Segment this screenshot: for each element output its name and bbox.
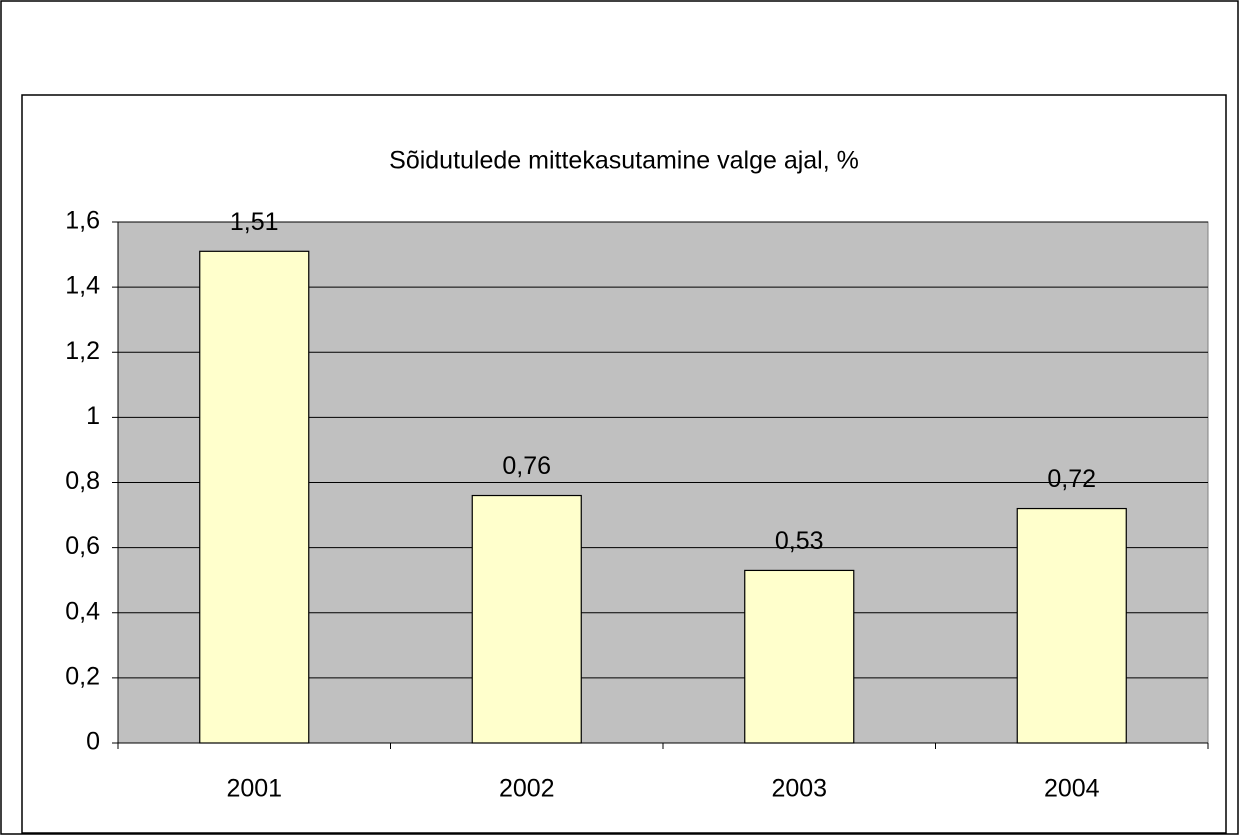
- y-tick-label: 0,6: [65, 532, 100, 560]
- data-label: 0,76: [502, 452, 551, 480]
- bar: [199, 250, 310, 744]
- bar: [744, 569, 855, 744]
- y-tick-label: 0: [86, 728, 100, 756]
- y-tick-label: 0,4: [65, 597, 100, 625]
- bar: [1016, 507, 1127, 744]
- chart-title: Sõidutulede mittekasutamine valge ajal, …: [389, 147, 859, 175]
- bar: [471, 494, 582, 744]
- y-tick-label: 0,2: [65, 662, 100, 690]
- data-label: 0,53: [775, 527, 824, 555]
- y-tick-label: 1: [86, 402, 100, 430]
- data-label: 0,72: [1047, 465, 1096, 493]
- y-tick-label: 1,6: [65, 207, 100, 235]
- y-tick-label: 0,8: [65, 467, 100, 495]
- x-tick-label: 2004: [1044, 775, 1100, 803]
- x-tick-label: 2001: [226, 775, 282, 803]
- data-label: 1,51: [230, 208, 279, 236]
- y-tick-label: 1,2: [65, 337, 100, 365]
- x-tick-label: 2003: [771, 775, 827, 803]
- y-tick-label: 1,4: [65, 272, 100, 300]
- x-tick-label: 2002: [499, 775, 555, 803]
